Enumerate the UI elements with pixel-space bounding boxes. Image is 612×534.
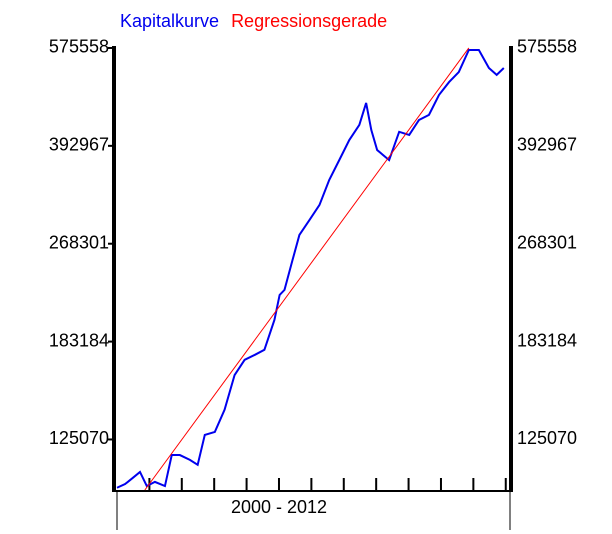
y2-tick-label: 575558 (517, 37, 577, 57)
y2-tick-label: 125070 (517, 428, 577, 448)
x-axis-label: 2000 - 2012 (231, 497, 327, 517)
series-line (144, 47, 470, 491)
legend-label: Regressionsgerade (231, 11, 387, 31)
series-line (116, 49, 505, 489)
y-tick-label: 125070 (49, 428, 109, 448)
legend-label: Kapitalkurve (120, 11, 219, 31)
y-tick-label: 268301 (49, 232, 109, 252)
y2-tick-label: 183184 (517, 330, 577, 350)
y-tick-label: 183184 (49, 330, 109, 350)
y2-tick-label: 392967 (517, 135, 577, 155)
y-tick-label: 392967 (49, 135, 109, 155)
y2-tick-label: 268301 (517, 232, 577, 252)
y-tick-label: 575558 (49, 37, 109, 57)
